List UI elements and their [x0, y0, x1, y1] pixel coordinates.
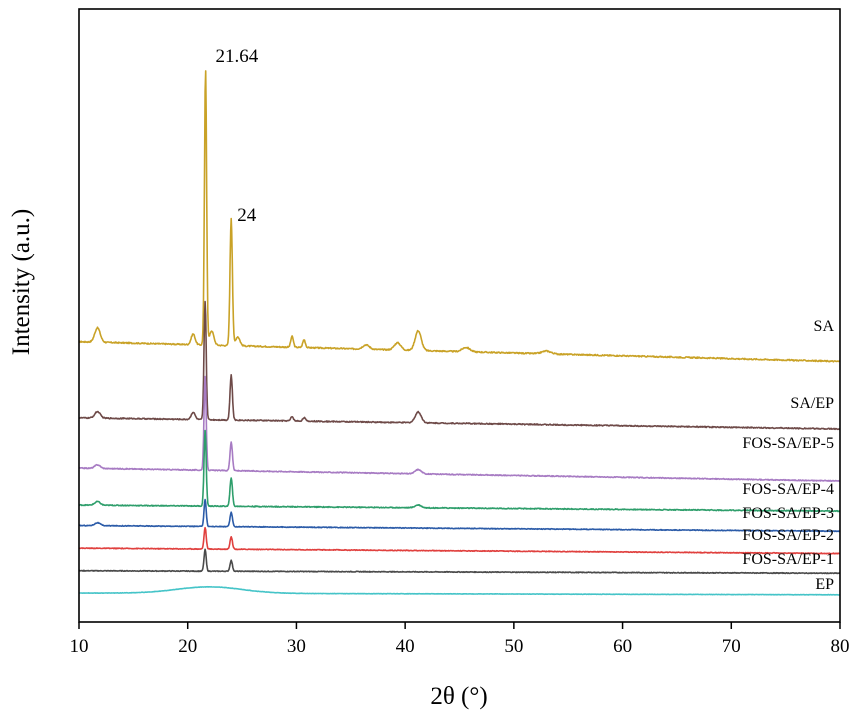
- series-line-fos-sa-ep-5: [78, 375, 841, 482]
- y-axis-title: Intensity (a.u.): [8, 209, 35, 355]
- x-axis-title: 2θ (°): [430, 683, 487, 710]
- series-line-fos-sa-ep-3: [78, 498, 841, 533]
- series-label-ep: EP: [815, 576, 834, 593]
- peak-annotation: 21.64: [216, 46, 259, 67]
- x-tick-label: 70: [722, 636, 741, 657]
- series-label-fos-sa-ep-3: FOS-SA/EP-3: [742, 505, 834, 522]
- peak-annotation: 24: [237, 205, 257, 226]
- x-tick-label: 40: [396, 636, 415, 657]
- series-line-fos-sa-ep-1: [78, 548, 841, 575]
- series-label-sa-ep: SA/EP: [790, 395, 834, 412]
- series-label-sa: SA: [814, 318, 835, 335]
- series-label-fos-sa-ep-2: FOS-SA/EP-2: [742, 527, 834, 544]
- peak-labels-group: 21.64 24: [216, 46, 259, 226]
- series-line-fos-sa-ep-2: [78, 526, 841, 555]
- x-tick-label: 30: [287, 636, 306, 657]
- x-tick-label: 20: [178, 636, 197, 657]
- x-tick-label: 60: [613, 636, 632, 657]
- curves-group: [78, 70, 841, 596]
- series-line-fos-sa-ep-4: [78, 429, 841, 513]
- series-label-fos-sa-ep-1: FOS-SA/EP-1: [742, 551, 834, 568]
- series-label-fos-sa-ep-5: FOS-SA/EP-5: [742, 435, 834, 452]
- series-line-sa-ep: [78, 300, 841, 431]
- x-tick-label: 80: [831, 636, 850, 657]
- plot-frame: [78, 8, 841, 623]
- x-tick-label: 50: [504, 636, 523, 657]
- series-line-ep: [78, 585, 841, 596]
- x-tick-label: 10: [70, 636, 89, 657]
- series-line-sa: [78, 70, 841, 363]
- series-label-fos-sa-ep-4: FOS-SA/EP-4: [742, 481, 834, 498]
- series-labels-group: SA SA/EP FOS-SA/EP-5 FOS-SA/EP-4 FOS-SA/EP-3…: [742, 318, 834, 593]
- x-ticks-group: 10 20 30 40 50 60 70 80: [70, 622, 850, 657]
